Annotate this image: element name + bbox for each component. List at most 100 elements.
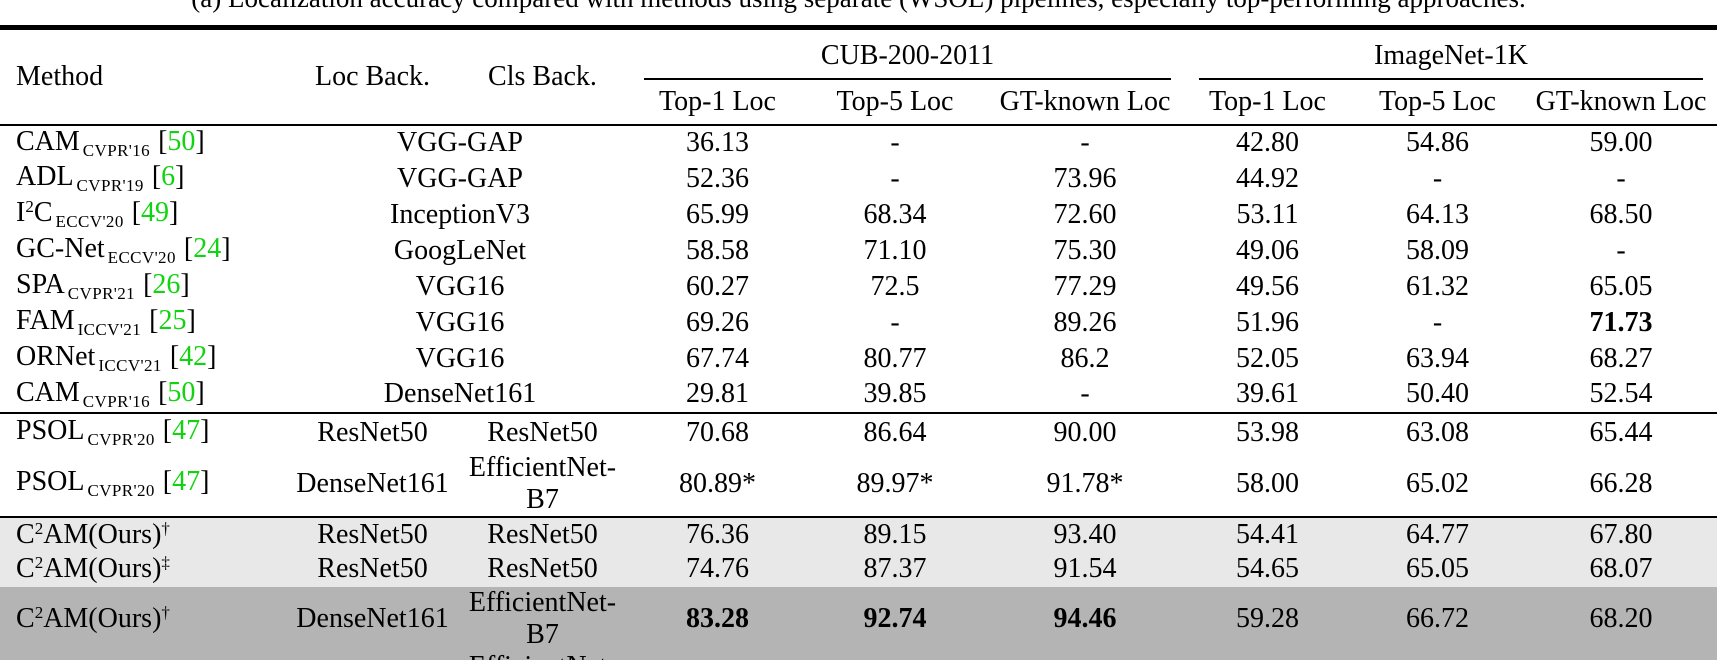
method-name: PSOL — [16, 415, 85, 446]
value-cell: 92.74 — [805, 586, 985, 651]
superscript-mark: ‡ — [161, 553, 170, 572]
citation-number[interactable]: 47 — [172, 466, 201, 497]
value-cell: 72.5 — [870, 270, 920, 302]
loc-backbone-cell: DenseNet161 — [290, 586, 455, 651]
section-baseline-methods: CAM CVPR'16 [50] VGG-GAP 36.13- -42.80 54.86 59… — [0, 124, 1717, 413]
venue-subscript: ICCV'21 — [98, 356, 162, 375]
value-cell: 73.96 — [1053, 162, 1117, 194]
cls-backbone-cell: ResNet50 — [455, 516, 630, 552]
subtable-caption-text: (a) Localization accuracy compared with … — [191, 0, 1525, 14]
value-cell: 54.41 — [1185, 516, 1350, 552]
loc-backbone-cell: ResNet50 — [290, 516, 455, 552]
citation-number[interactable]: 24 — [193, 233, 222, 264]
citation-number[interactable]: 26 — [152, 269, 181, 300]
method-cell: SPA CVPR'21 [26] — [0, 269, 290, 305]
value-cell: 91.11 — [805, 650, 985, 660]
citation-link[interactable]: [47] — [162, 415, 210, 446]
method-name: C — [16, 553, 35, 584]
method-name: AM(Ours) — [43, 602, 162, 634]
loc-backbone-cell: DenseNet161 — [296, 467, 449, 499]
value-cell: 59.56 — [1185, 650, 1350, 660]
value-cell: 83.28 — [630, 586, 805, 651]
value-cell: 54.65 — [1185, 551, 1350, 587]
table-row: SPA CVPR'21 [26] VGG16 60.27 72.5 77.29 49.56 61… — [0, 269, 1717, 305]
value-cell: 70.68 — [686, 416, 749, 448]
value-cell: - — [1616, 234, 1626, 266]
method-cell: ORNet ICCV'21 [42] — [0, 341, 290, 377]
value-cell: 76.36 — [630, 516, 805, 552]
value-cell: 69.26 — [686, 306, 749, 338]
value-cell: 72.60 — [1053, 198, 1117, 230]
citation-number[interactable]: 42 — [179, 341, 208, 372]
col-subheader-gt-known-loc: GT-known Loc — [999, 85, 1171, 117]
superscript-mark: † — [161, 602, 170, 622]
citation-link[interactable]: [42] — [169, 341, 217, 372]
citation-number[interactable]: 50 — [167, 376, 196, 408]
value-cell: 58.58 — [686, 234, 749, 266]
value-cell: 64.13 — [1406, 198, 1469, 230]
col-group-imagenet-1k: ImageNet-1K — [1185, 28, 1717, 80]
value-cell: 75.30 — [1053, 234, 1117, 266]
value-cell: 65.05 — [1350, 551, 1525, 587]
superscript-mark: † — [161, 518, 170, 538]
method-name: C — [16, 518, 35, 550]
value-cell: 92.88 — [985, 650, 1185, 660]
citation-link[interactable]: [6] — [151, 161, 185, 192]
backbone-cell: VGG-GAP — [397, 127, 523, 158]
citation-link[interactable]: [50] — [158, 125, 205, 157]
backbone-cell: InceptionV3 — [390, 198, 530, 230]
method-cell: C2AM(Ours)† — [0, 586, 290, 651]
table-row: C2AM(Ours)† DenseNet161 EfficientNet-B7 83.… — [0, 586, 1717, 651]
method-cell: PSOL CVPR'20 [47] — [0, 452, 290, 517]
value-cell: 86.64 — [863, 416, 927, 448]
method-cell: C2AM(Ours)‡ — [0, 551, 290, 587]
citation-number[interactable]: 50 — [167, 125, 196, 157]
method-cell: ADL CVPR'19 [6] — [0, 161, 290, 197]
method-name: AM(Ours) — [43, 553, 162, 584]
backbone-cell: VGG16 — [415, 306, 505, 338]
value-cell: 64.77 — [1350, 516, 1525, 552]
citation-number[interactable]: 49 — [141, 197, 170, 228]
value-cell: 66.28 — [1589, 467, 1653, 499]
table-row: CAM CVPR'16 [50] DenseNet161 29.81 39.85 - 39.6… — [0, 377, 1717, 413]
citation-number[interactable]: 6 — [161, 161, 176, 192]
value-cell: 91.78* — [1046, 467, 1124, 499]
col-header-cls-back: Cls Back. — [488, 60, 597, 92]
value-cell: 60.27 — [686, 270, 749, 302]
table-row: C2AM(Ours)† ResNet50 ResNet50 76.36 89.15 93.… — [0, 516, 1717, 552]
citation-link[interactable]: [26] — [143, 269, 190, 300]
citation-link[interactable]: [50] — [158, 376, 205, 408]
value-cell: 53.11 — [1236, 198, 1299, 230]
citation-number[interactable]: 47 — [172, 415, 201, 446]
value-cell: 94.46 — [985, 586, 1185, 651]
cls-backbone-cell: EfficientNet-B7 — [468, 451, 617, 515]
table-row: I2C ECCV'20 [49] InceptionV3 65.99 68.34 72.60… — [0, 197, 1717, 233]
value-cell: 68.07 — [1525, 551, 1717, 587]
table-row: C2AM(Ours)‡ ResNet50 ResNet50 74.76 87.37 91.… — [0, 551, 1717, 587]
section-ours-methods: C2AM(Ours)† ResNet50 ResNet50 76.36 89.15 93.… — [0, 516, 1717, 660]
value-cell: 91.54 — [985, 551, 1185, 587]
venue-subscript: CVPR'20 — [87, 430, 155, 449]
table-row: CAM CVPR'16 [50] VGG-GAP 36.13 - - 42.80 54.86 59… — [0, 125, 1717, 161]
citation-link[interactable]: [24] — [183, 233, 231, 264]
results-table: Method Loc Back. Cls Back. CUB-200-2011 … — [0, 25, 1717, 660]
value-cell: 87.37 — [805, 551, 985, 587]
value-cell: 36.13 — [686, 127, 749, 158]
backbone-cell: GoogLeNet — [393, 234, 527, 266]
col-subheader-top1-loc: Top-1 Loc — [658, 85, 776, 117]
value-cell: 68.20 — [1525, 586, 1717, 651]
citation-link[interactable]: [25] — [149, 305, 196, 336]
value-cell: 89.97* — [856, 467, 934, 499]
value-cell: 63.94 — [1406, 342, 1469, 374]
col-subheader-top5-loc: Top-5 Loc — [1378, 85, 1496, 117]
citation-number[interactable]: 25 — [158, 305, 187, 336]
method-cell: C2AM(Ours)‡ — [0, 650, 290, 660]
value-cell: 50.40 — [1406, 378, 1469, 409]
citation-link[interactable]: [47] — [162, 466, 210, 497]
value-cell: 59.28 — [1185, 586, 1350, 651]
col-subheader-gt-known-loc: GT-known Loc — [1535, 85, 1707, 117]
cls-backbone-cell: ResNet50 — [487, 416, 598, 448]
citation-link[interactable]: [49] — [131, 197, 179, 228]
value-cell: 80.77 — [863, 342, 927, 374]
value-cell: 52.05 — [1236, 342, 1299, 374]
